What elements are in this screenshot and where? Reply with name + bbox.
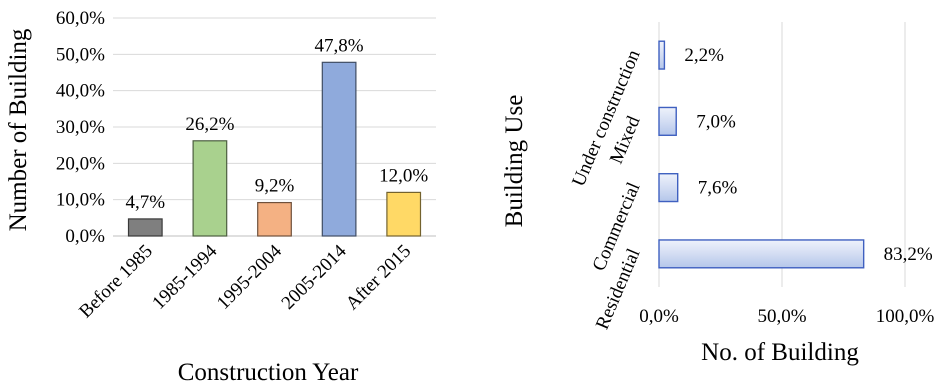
- construction-year-chart: 0,0% 10,0% 20,0% 30,0% 40,0% 50,0% 60,0% 4,7% 2…: [5, 8, 436, 386]
- left-bar: [192, 140, 228, 237]
- left-y-tick: 30,0%: [56, 117, 105, 138]
- left-data-label: 12,0%: [379, 165, 428, 186]
- right-data-label: 7,6%: [698, 178, 738, 199]
- right-data-label: 2,2%: [684, 45, 724, 66]
- left-gridlines: [113, 17, 436, 237]
- right-y-axis-title: Building Use: [501, 95, 528, 228]
- left-y-tick-labels: 0,0% 10,0% 20,0% 30,0% 40,0% 50,0% 60,0%: [56, 8, 105, 247]
- right-data-label: 83,2%: [884, 244, 933, 265]
- left-bars: [127, 61, 422, 237]
- left-data-labels: 4,7% 26,2% 9,2% 47,8% 12,0%: [126, 35, 429, 213]
- right-data-labels: 2,2% 7,0% 7,6% 83,2%: [684, 45, 933, 265]
- left-bar: [257, 201, 292, 237]
- right-x-tick: 100,0%: [876, 306, 935, 327]
- left-data-label: 9,2%: [255, 176, 295, 197]
- right-x-tick-labels: 0,0% 50,0% 100,0%: [639, 306, 934, 327]
- left-x-tick: 1995-2004: [213, 240, 286, 313]
- right-x-tick: 0,0%: [639, 306, 679, 327]
- right-bar: [658, 173, 679, 203]
- left-x-tick: Before 1985: [75, 241, 157, 323]
- left-y-axis-title: Number of Building: [5, 28, 32, 231]
- right-x-tick: 50,0%: [757, 306, 806, 327]
- left-x-tick-labels: Before 19851985-19941995-20042005-2014Af…: [75, 240, 415, 322]
- left-bar: [321, 61, 357, 237]
- left-x-tick: 2005-2014: [278, 240, 351, 313]
- right-bar: [658, 239, 865, 269]
- left-y-tick: 50,0%: [56, 44, 105, 65]
- right-bar: [658, 40, 666, 70]
- left-y-tick: 60,0%: [56, 8, 105, 29]
- right-x-axis-title: No. of Building: [701, 339, 859, 366]
- left-x-axis-title: Construction Year: [178, 359, 359, 386]
- left-y-tick: 0,0%: [65, 226, 105, 247]
- left-bar: [127, 218, 163, 237]
- building-use-chart: 2,2% 7,0% 7,6% 83,2% 0,0% 50,0% 100,0% Under …: [501, 22, 934, 366]
- right-data-label: 7,0%: [696, 111, 736, 132]
- left-y-tick: 40,0%: [56, 81, 105, 102]
- left-data-label: 47,8%: [315, 35, 364, 56]
- right-bars: [658, 40, 865, 269]
- left-y-tick: 20,0%: [56, 153, 105, 174]
- left-x-tick: 1985-1994: [148, 240, 221, 313]
- left-data-label: 26,2%: [185, 114, 234, 135]
- left-y-tick: 10,0%: [56, 190, 105, 211]
- right-category-labels: Under constructionMixedCommercialResiden…: [568, 46, 645, 332]
- left-x-tick: After 2015: [342, 241, 415, 314]
- left-data-label: 4,7%: [126, 192, 166, 213]
- left-bar: [386, 191, 422, 237]
- right-bar: [658, 106, 677, 136]
